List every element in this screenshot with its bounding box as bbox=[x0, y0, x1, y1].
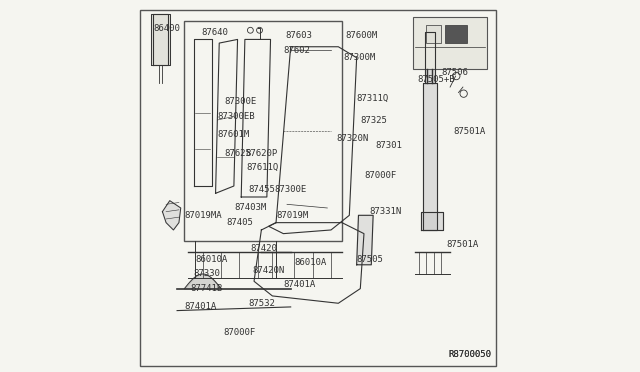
Text: 87300EB: 87300EB bbox=[218, 112, 255, 121]
Polygon shape bbox=[425, 32, 435, 83]
Bar bbox=[413, 17, 487, 69]
Text: 87420N: 87420N bbox=[252, 266, 284, 275]
Text: 87325: 87325 bbox=[360, 116, 387, 125]
Text: 87401A: 87401A bbox=[284, 280, 316, 289]
Text: 87300E: 87300E bbox=[274, 185, 307, 194]
Text: R8700050: R8700050 bbox=[448, 350, 492, 359]
Text: 87505: 87505 bbox=[356, 255, 383, 264]
Text: 87532: 87532 bbox=[248, 299, 275, 308]
Text: 87401A: 87401A bbox=[184, 302, 217, 311]
Text: 87501A: 87501A bbox=[447, 240, 479, 249]
Text: 87330: 87330 bbox=[193, 269, 220, 279]
Text: 87601M: 87601M bbox=[218, 130, 250, 139]
Text: 87640: 87640 bbox=[201, 28, 228, 36]
Polygon shape bbox=[152, 14, 170, 65]
Text: 87600M: 87600M bbox=[346, 31, 378, 40]
Polygon shape bbox=[420, 212, 443, 230]
Text: 87625: 87625 bbox=[225, 148, 252, 157]
Text: 87301: 87301 bbox=[375, 141, 402, 150]
Bar bbox=[184, 21, 342, 241]
Text: 87000F: 87000F bbox=[364, 170, 396, 180]
Bar bbox=[426, 25, 441, 43]
Text: 87455: 87455 bbox=[248, 185, 275, 194]
Text: 86400: 86400 bbox=[153, 24, 180, 33]
Text: 87320N: 87320N bbox=[337, 134, 369, 143]
Text: 87403M: 87403M bbox=[234, 203, 266, 212]
Bar bbox=[445, 25, 467, 43]
Text: 87405: 87405 bbox=[227, 218, 253, 227]
Polygon shape bbox=[163, 201, 180, 230]
Text: 87311Q: 87311Q bbox=[356, 93, 389, 103]
Text: 87300M: 87300M bbox=[344, 53, 376, 62]
Text: 87420: 87420 bbox=[250, 244, 277, 253]
Text: 87611Q: 87611Q bbox=[246, 163, 278, 172]
Text: 86010A: 86010A bbox=[294, 259, 326, 267]
Text: 86010A: 86010A bbox=[195, 255, 228, 264]
Text: 87501A: 87501A bbox=[454, 126, 486, 135]
Text: R8700050: R8700050 bbox=[448, 350, 492, 359]
Text: 87506: 87506 bbox=[441, 68, 468, 77]
Text: 87505+B: 87505+B bbox=[417, 75, 455, 84]
Text: 87300E: 87300E bbox=[225, 97, 257, 106]
Polygon shape bbox=[356, 215, 373, 265]
Text: 87603: 87603 bbox=[285, 31, 312, 40]
Text: 87000F: 87000F bbox=[223, 328, 255, 337]
Text: 87331N: 87331N bbox=[369, 207, 402, 216]
Text: 87602: 87602 bbox=[284, 46, 310, 55]
Text: 87741B: 87741B bbox=[190, 284, 222, 293]
Text: 87019M: 87019M bbox=[276, 211, 308, 220]
Polygon shape bbox=[422, 83, 437, 230]
Text: 87019MA: 87019MA bbox=[184, 211, 222, 220]
Text: 87620P: 87620P bbox=[245, 148, 277, 157]
